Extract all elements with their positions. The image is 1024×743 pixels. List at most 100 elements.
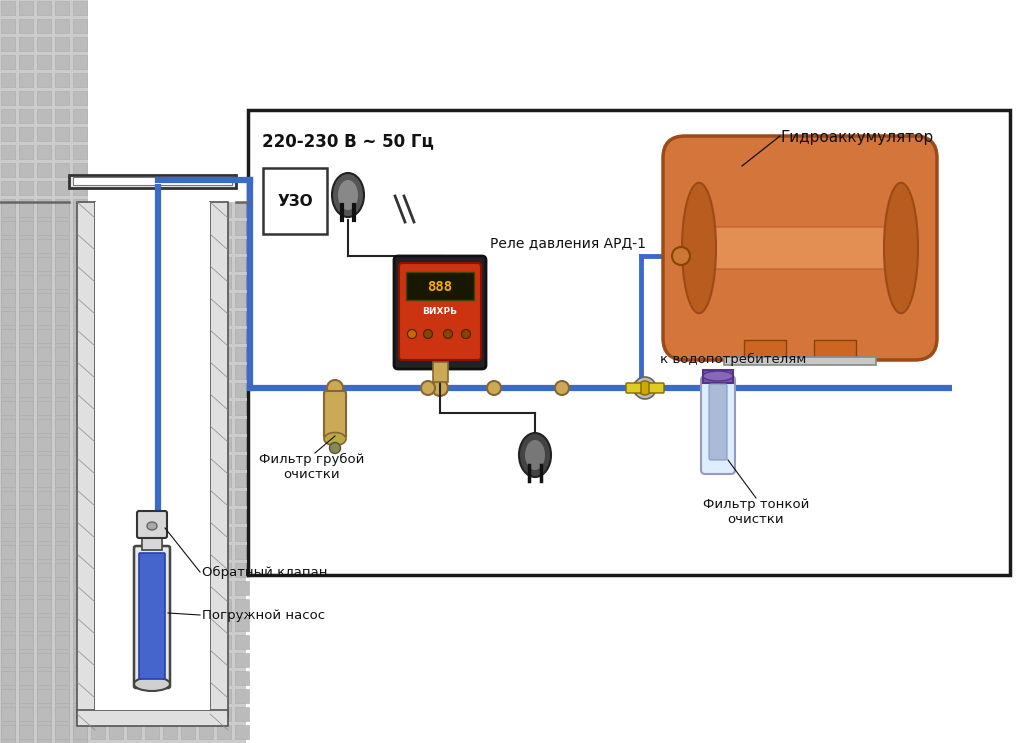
Bar [127, 257, 141, 271]
Bar [199, 293, 213, 307]
Bar [91, 275, 105, 289]
Bar [73, 397, 87, 411]
Bar [19, 293, 33, 307]
Bar [145, 293, 159, 307]
Bar [73, 343, 87, 357]
Bar [109, 563, 123, 577]
Bar [127, 275, 141, 289]
Bar [37, 199, 51, 213]
Bar [91, 347, 105, 361]
Bar [127, 617, 141, 631]
Bar [1, 685, 15, 699]
Bar [199, 671, 213, 685]
Bar [37, 613, 51, 627]
Bar [73, 203, 87, 217]
Bar [73, 217, 87, 231]
Bar [199, 257, 213, 271]
Bar [37, 491, 51, 505]
Bar [217, 365, 231, 379]
Bar [73, 379, 87, 393]
Bar [37, 109, 51, 123]
Bar [91, 491, 105, 505]
Bar [1, 419, 15, 433]
Bar [1, 73, 15, 87]
Text: Обратный клапан: Обратный клапан [202, 565, 328, 579]
Bar [55, 653, 69, 667]
Text: 888: 888 [427, 280, 453, 294]
Bar [199, 707, 213, 721]
Bar [163, 419, 177, 433]
Bar [234, 725, 249, 739]
Ellipse shape [338, 180, 358, 210]
Bar [73, 401, 87, 415]
Bar [55, 275, 69, 289]
Bar [127, 581, 141, 595]
Bar [91, 329, 105, 343]
Bar [37, 145, 51, 159]
Bar [77, 202, 95, 718]
Ellipse shape [682, 183, 716, 314]
Bar [145, 329, 159, 343]
Bar [109, 455, 123, 469]
Bar [37, 689, 51, 703]
Bar [109, 401, 123, 415]
Bar [109, 527, 123, 541]
Bar [217, 473, 231, 487]
Bar [145, 707, 159, 721]
Bar [145, 671, 159, 685]
Bar [73, 545, 87, 559]
Bar [109, 203, 123, 217]
Bar [55, 649, 69, 663]
Bar [19, 109, 33, 123]
Bar [234, 311, 249, 325]
Bar [73, 289, 87, 303]
FancyBboxPatch shape [626, 383, 641, 393]
Bar [37, 217, 51, 231]
Circle shape [638, 381, 652, 395]
Bar [37, 541, 51, 555]
Bar [1, 487, 15, 501]
Bar [1, 289, 15, 303]
Bar [1, 127, 15, 141]
Bar [91, 599, 105, 613]
FancyBboxPatch shape [134, 546, 170, 688]
Bar [73, 631, 87, 645]
Bar [109, 347, 123, 361]
Bar [234, 455, 249, 469]
Bar [217, 527, 231, 541]
Bar [181, 599, 195, 613]
Bar [181, 239, 195, 253]
Bar [91, 671, 105, 685]
Ellipse shape [134, 677, 170, 691]
Bar [217, 311, 231, 325]
Bar [199, 329, 213, 343]
Bar [73, 577, 87, 591]
Bar [127, 437, 141, 451]
Bar [19, 599, 33, 613]
Bar [199, 221, 213, 235]
Bar [127, 329, 141, 343]
Bar [55, 617, 69, 631]
Bar [163, 221, 177, 235]
Bar [37, 563, 51, 577]
Bar [37, 509, 51, 523]
Bar [55, 545, 69, 559]
Bar [37, 307, 51, 321]
Bar [73, 1, 87, 15]
Bar [234, 707, 249, 721]
Bar [55, 221, 69, 235]
Bar [109, 473, 123, 487]
Circle shape [462, 329, 470, 339]
Bar [55, 145, 69, 159]
Bar [1, 55, 15, 69]
Bar [19, 311, 33, 325]
Bar [1, 365, 15, 379]
Bar [19, 725, 33, 739]
Bar [19, 127, 33, 141]
Bar [703, 370, 733, 383]
Bar [73, 505, 87, 519]
Bar [37, 235, 51, 249]
Bar [37, 415, 51, 429]
Bar [73, 73, 87, 87]
Bar [181, 473, 195, 487]
